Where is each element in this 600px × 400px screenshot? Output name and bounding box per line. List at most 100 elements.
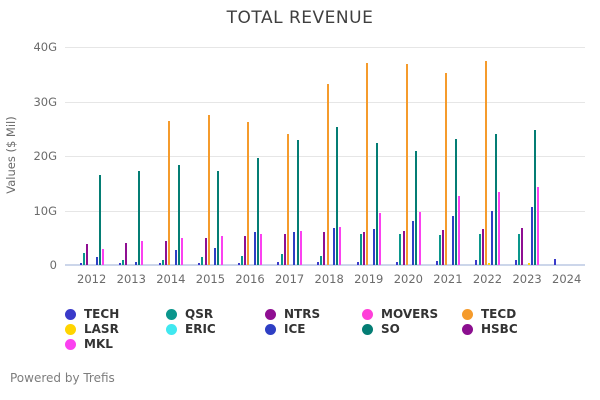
legend-item-lasr[interactable]: LASR [65, 322, 119, 336]
bar-tecd-2022 [484, 61, 487, 265]
bar-mkl-2014 [181, 238, 184, 265]
bar-mkl-2020 [418, 212, 421, 265]
legend-item-so[interactable]: SO [362, 322, 400, 336]
bar-so-2017 [296, 140, 299, 265]
bar-mkl-2013 [141, 241, 144, 265]
bar-ntrs-2019 [362, 232, 365, 265]
bar-tech-2016 [237, 263, 240, 265]
bar-so-2012 [98, 175, 101, 265]
bar-ice-2018 [332, 228, 335, 265]
bar-tech-2023 [514, 260, 517, 265]
gridline [65, 47, 585, 48]
bar-ntrs-2013 [125, 243, 128, 265]
x-tick-label: 2023 [512, 272, 542, 286]
legend-item-qsr[interactable]: QSR [166, 307, 213, 321]
bar-mkl-2016 [260, 234, 263, 265]
bar-ntrs-2015 [204, 238, 207, 265]
bar-tecd-2020 [405, 64, 408, 265]
x-tick-label: 2016 [235, 272, 265, 286]
legend-item-ice[interactable]: ICE [265, 322, 305, 336]
gridline [65, 101, 585, 103]
bar-so-2021 [454, 139, 457, 265]
bar-tecd-2018 [326, 84, 329, 265]
bar-qsr-2023 [518, 234, 521, 265]
bar-ntrs-2023 [521, 228, 524, 265]
bar-mkl-2022 [497, 192, 500, 265]
bar-so-2018 [336, 127, 339, 265]
bar-so-2016 [257, 158, 260, 265]
tech-swatch-icon [65, 308, 76, 320]
bar-tech-2024 [554, 259, 557, 265]
bar-qsr-2019 [359, 234, 362, 265]
bar-ice-2012 [95, 257, 98, 265]
legend-item-tech[interactable]: TECH [65, 307, 119, 321]
bar-tech-2018 [316, 262, 319, 265]
bar-ntrs-2012 [85, 244, 88, 265]
legend-label: NTRS [284, 307, 321, 321]
qsr-swatch-icon [166, 308, 177, 320]
bar-ice-2014 [174, 250, 177, 265]
bar-qsr-2022 [478, 234, 481, 265]
bar-tecd-2017 [287, 134, 289, 265]
bar-so-2019 [375, 143, 378, 265]
bar-tech-2020 [396, 262, 399, 265]
legend-label: SO [381, 322, 400, 336]
mkl-swatch-icon [65, 338, 76, 350]
bar-lasr-2022 [488, 263, 491, 265]
legend-item-ntrs[interactable]: NTRS [265, 307, 320, 321]
legend-label: QSR [185, 307, 214, 321]
legend-item-tecd[interactable]: TECD [462, 307, 516, 321]
bar-qsr-2021 [438, 235, 441, 265]
lasr-swatch-icon [65, 323, 76, 335]
bar-ntrs-2022 [481, 229, 484, 265]
bar-mkl-2021 [458, 196, 461, 265]
bar-qsr-2017 [280, 254, 283, 265]
bar-tech-2022 [475, 260, 478, 265]
bar-so-2022 [494, 134, 497, 265]
bar-so-2015 [217, 171, 220, 265]
bar-ntrs-2018 [323, 232, 326, 265]
legend-item-eric[interactable]: ERIC [166, 322, 216, 336]
bar-tecd-2021 [445, 73, 448, 265]
x-tick-label: 2013 [116, 272, 146, 286]
bar-tech-2013 [119, 263, 122, 265]
y-tick-label: 20G [33, 149, 57, 163]
bar-ice-2022 [491, 211, 494, 265]
bar-mkl-2019 [378, 213, 381, 265]
legend-item-hsbc[interactable]: HSBC [462, 322, 518, 336]
bar-tecd-2019 [366, 63, 369, 265]
bar-tech-2017 [277, 262, 280, 265]
legend-label: MOVERS [381, 307, 439, 321]
bar-so-2014 [177, 165, 180, 265]
bar-tech-2012 [79, 263, 82, 265]
ntrs-swatch-icon [265, 308, 276, 320]
bar-tecd-2015 [207, 115, 210, 265]
bar-mkl-2018 [339, 227, 342, 265]
movers-swatch-icon [362, 308, 373, 320]
x-tick-label: 2022 [472, 272, 503, 286]
legend-item-movers[interactable]: MOVERS [362, 307, 438, 321]
legend-item-mkl[interactable]: MKL [65, 337, 113, 351]
bar-ice-2021 [451, 216, 454, 265]
bar-ntrs-2021 [442, 230, 445, 265]
bar-ntrs-2016 [244, 236, 247, 265]
powered-by-trefis-link[interactable]: Powered by Trefis [10, 371, 115, 385]
bar-ntrs-2017 [283, 234, 286, 265]
eric-swatch-icon [166, 323, 177, 335]
x-tick-label: 2021 [433, 272, 463, 286]
x-tick-label: 2019 [354, 272, 384, 286]
bar-qsr-2015 [201, 257, 204, 265]
legend-label: MKL [84, 337, 113, 351]
bar-tech-2015 [198, 263, 201, 265]
bar-lasr-2023 [527, 263, 530, 265]
bar-ice-2016 [253, 232, 256, 265]
bar-qsr-2020 [399, 234, 402, 265]
bar-ice-2020 [412, 221, 415, 265]
tecd-swatch-icon [462, 308, 473, 320]
legend-label: HSBC [481, 322, 518, 336]
gridline [65, 210, 585, 212]
bar-so-2023 [534, 130, 537, 265]
legend-label: ICE [284, 322, 306, 336]
bar-qsr-2012 [82, 253, 85, 265]
